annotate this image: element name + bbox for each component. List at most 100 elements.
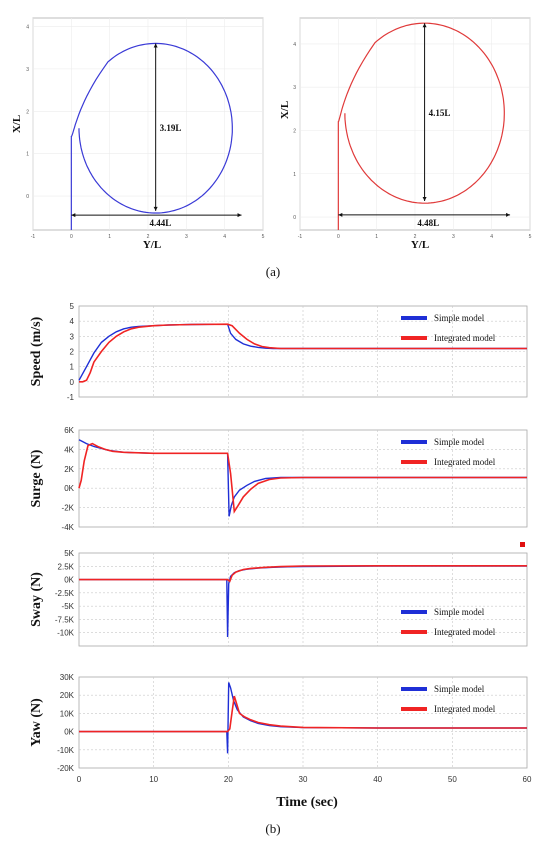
x-tick-label: 1	[108, 234, 111, 240]
x-tick-label: -1	[298, 234, 303, 240]
y-tick-label: 2.5K	[58, 562, 75, 571]
arrow-head	[153, 206, 158, 211]
arrow-head	[506, 212, 511, 217]
y-tick-label: -2.5K	[55, 589, 75, 598]
turning-plot-simple: X/L Y/L 0 1 2 3 4 -1 0 1 2 3 4 5 3.19L 4.44L	[11, 17, 265, 251]
y-tick-label: 5K	[64, 549, 74, 558]
x-tick-label: 4	[223, 234, 226, 240]
x-tick-label: 30	[299, 775, 308, 784]
y-tick-label: 0K	[64, 728, 74, 737]
y-tick-label: 4	[293, 42, 296, 48]
y-tick-label: 1	[293, 172, 296, 178]
y-tick-label: 1	[26, 152, 29, 158]
x-tick-label: 0	[337, 234, 340, 240]
diameter-arrow	[422, 23, 427, 202]
y-tick-label: 3	[70, 332, 75, 341]
x-tick-label: 20	[224, 775, 233, 784]
y-axis-label: Yaw (N)	[29, 698, 44, 747]
x-tick-label: 0	[77, 775, 82, 784]
x-tick-label: 0	[70, 234, 73, 240]
y-tick-label: -10K	[57, 746, 75, 755]
x-tick-label: 5	[262, 234, 265, 240]
y-axis-label: Speed (m/s)	[29, 316, 44, 386]
arrow-head	[422, 23, 427, 28]
y-tick-label: -1	[67, 393, 75, 402]
advance-arrow	[71, 213, 242, 218]
turning-trajectory	[337, 22, 505, 230]
y-tick-label: 3	[26, 67, 29, 73]
y-axis-label: Sway (N)	[29, 572, 44, 627]
x-tick-label: 60	[523, 775, 532, 784]
legend-label: Integrated model	[434, 627, 496, 637]
y-tick-label: 0K	[64, 484, 74, 493]
y-tick-label: 6K	[64, 426, 74, 435]
legend-label: Integrated model	[434, 333, 496, 343]
series-line-integrated	[79, 565, 527, 583]
marker-square	[520, 542, 525, 547]
y-tick-label: 4K	[64, 445, 74, 454]
legend-label: Simple model	[434, 313, 485, 323]
x-axis-label: Y/L	[411, 239, 429, 251]
legend-label: Simple model	[434, 607, 485, 617]
x-tick-label: 10	[149, 775, 158, 784]
x-tick-label: 2	[147, 234, 150, 240]
diameter-annotation: 3.19L	[160, 123, 182, 133]
y-axis-label: Surge (N)	[29, 449, 44, 507]
caption-b: (b)	[265, 821, 280, 836]
y-tick-label: 1	[70, 363, 75, 372]
turning-plot-integrated: X/L Y/L 0 1 2 3 4 -1 0 1 2 3 4 5 4.15L 4.48L	[279, 17, 532, 251]
y-tick-label: 3	[293, 85, 296, 91]
y-tick-label: 20K	[60, 691, 75, 700]
time-series-panels: -1 0 1 2 3 4 5 Speed (m/s) Simple model Integrate…	[29, 302, 528, 773]
diameter-arrow	[153, 43, 158, 211]
panel-sway: 5K 2.5K 0K -2.5K -5K -7.5K -10K Sway (N) Simple …	[29, 549, 528, 647]
legend-label: Integrated model	[434, 704, 496, 714]
arrow-head	[237, 213, 242, 218]
y-tick-label: 2	[70, 348, 75, 357]
x-tick-label: 50	[448, 775, 457, 784]
caption-a: (a)	[266, 264, 280, 279]
x-tick-label: 1	[375, 234, 378, 240]
y-tick-label: 4	[70, 317, 75, 326]
x-axis-label: Time (sec)	[276, 795, 338, 810]
panel-surge: 6K 4K 2K 0K -2K -4K Surge (N) Simple model Integ…	[29, 426, 528, 532]
arrow-head	[153, 43, 158, 48]
arrow-head	[71, 213, 76, 218]
y-axis-label: X/L	[11, 115, 23, 133]
x-tick-label: 3	[452, 234, 455, 240]
series-line-integrated	[79, 695, 527, 733]
legend-label: Simple model	[434, 437, 485, 447]
y-tick-label: 4	[26, 24, 29, 30]
x-tick-label: -1	[31, 234, 36, 240]
x-tick-label: 3	[185, 234, 188, 240]
y-tick-label: 0K	[64, 576, 74, 585]
advance-annotation: 4.48L	[417, 218, 439, 228]
y-tick-label: 0	[26, 194, 29, 200]
advance-arrow	[338, 212, 511, 217]
y-tick-label: -20K	[57, 764, 75, 773]
legend-label: Simple model	[434, 684, 485, 694]
y-tick-label: 10K	[60, 709, 75, 718]
y-tick-label: -2K	[62, 504, 75, 513]
turning-trajectory	[70, 42, 233, 230]
legend-label: Integrated model	[434, 457, 496, 467]
y-tick-label: 2K	[64, 465, 74, 474]
x-tick-label: 2	[414, 234, 417, 240]
y-tick-label: 0	[293, 215, 296, 221]
y-axis-label: X/L	[279, 101, 291, 119]
y-tick-label: -10K	[57, 629, 75, 638]
y-tick-label: 2	[26, 109, 29, 115]
diameter-annotation: 4.15L	[429, 108, 451, 118]
y-tick-label: 2	[293, 128, 296, 134]
advance-annotation: 4.44L	[150, 218, 172, 228]
time-axis-ticks: 0 10 20 30 40 50 60	[77, 775, 532, 784]
arrow-head	[422, 197, 427, 202]
x-tick-label: 40	[373, 775, 382, 784]
y-tick-label: -5K	[62, 602, 75, 611]
y-tick-label: 5	[70, 302, 75, 311]
panel-speed: -1 0 1 2 3 4 5 Speed (m/s) Simple model Integrate…	[29, 302, 528, 402]
y-tick-label: -4K	[62, 523, 75, 532]
panel-yaw: 30K 20K 10K 0K -10K -20K Yaw (N) Simple model In…	[29, 673, 528, 773]
y-tick-label: 30K	[60, 673, 75, 682]
